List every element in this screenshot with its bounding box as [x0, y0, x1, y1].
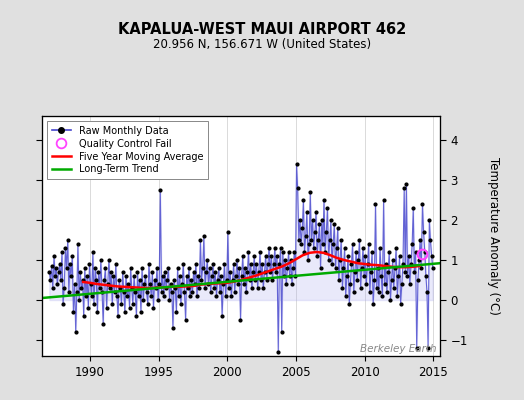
Text: Berkeley Earth: Berkeley Earth — [359, 344, 436, 354]
Text: KAPALUA-WEST MAUI AIRPORT 462: KAPALUA-WEST MAUI AIRPORT 462 — [118, 22, 406, 37]
Y-axis label: Temperature Anomaly (°C): Temperature Anomaly (°C) — [487, 157, 500, 315]
Legend: Raw Monthly Data, Quality Control Fail, Five Year Moving Average, Long-Term Tren: Raw Monthly Data, Quality Control Fail, … — [47, 121, 208, 179]
Text: 20.956 N, 156.671 W (United States): 20.956 N, 156.671 W (United States) — [153, 38, 371, 51]
